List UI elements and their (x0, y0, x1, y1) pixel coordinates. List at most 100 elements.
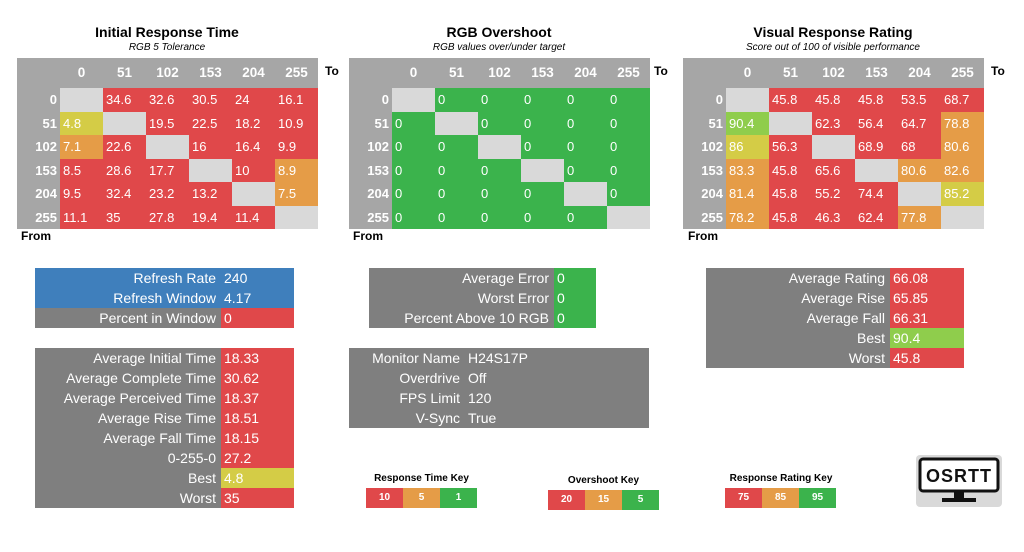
heatmap-cell: 45.8 (769, 158, 812, 182)
key-swatch: 95 (799, 488, 836, 508)
row-header: 153 (367, 162, 389, 178)
heatmap-cell: 11.4 (232, 205, 275, 229)
heatmap-cell (726, 88, 769, 112)
heatmap-cell: 68.7 (941, 88, 984, 112)
heatmap-cell: 0 (521, 205, 564, 229)
stat-value: 0 (221, 308, 294, 328)
stat-label: V-Sync (349, 408, 465, 428)
heatmap-cell: 32.6 (146, 88, 189, 112)
heatmap-cell: 0 (521, 182, 564, 206)
stat-label: Refresh Window (35, 288, 221, 308)
stat-value: 0 (554, 268, 596, 288)
corner-cell (683, 58, 726, 88)
stat-row: Worst Error 0 (369, 288, 596, 308)
stat-row: Refresh Window 4.17 (35, 288, 294, 308)
panel-subtitle-visual-rating: Score out of 100 of visible performance (746, 42, 920, 53)
stat-row: Average Perceived Time 18.37 (35, 388, 294, 408)
stat-label: Average Fall (706, 308, 890, 328)
heatmap-cell (564, 182, 607, 206)
heatmap-cell: 0 (435, 205, 478, 229)
heatmap-cell: 90.4 (726, 111, 769, 135)
row-header: 102 (701, 139, 723, 154)
column-header: 204 (908, 65, 931, 80)
stat-label: Percent in Window (35, 308, 221, 328)
stat-value: True (465, 408, 649, 428)
stat-row: Worst 35 (35, 488, 294, 508)
heatmap-cell: 45.8 (769, 88, 812, 112)
heatmap-cell: 0 (564, 111, 607, 135)
row-header: 255 (367, 209, 389, 225)
heatmap-cell: 45.8 (812, 88, 855, 112)
stat-row: Overdrive Off (349, 368, 649, 388)
initial-response-heatmap: 0 51 102 153 204 255 0 34.6 32.6 30.5 24 16.1 51 4.8 1… (17, 58, 318, 229)
panel-title-rgb-overshoot: RGB Overshoot (446, 24, 552, 40)
heatmap-cell: 30.5 (189, 88, 232, 112)
heatmap-cell: 34.6 (103, 88, 146, 112)
key-swatch: 85 (762, 488, 799, 508)
heatmap-cell (60, 88, 103, 112)
heatmap-cell: 35 (103, 205, 146, 229)
column-header: 51 (448, 65, 465, 80)
heatmap-cell: 0 (521, 88, 564, 112)
stat-value: 27.2 (221, 448, 294, 468)
visual-rating-heatmap: 0 51 102 153 204 255 0 45.8 45.8 45.8 53.5 68.7 51 90… (683, 58, 984, 229)
stat-row: Average Rise 65.85 (706, 288, 964, 308)
stat-row: FPS Limit 120 (349, 388, 649, 408)
key-swatch: 1 (440, 488, 477, 508)
key-swatch: 20 (548, 490, 585, 510)
stat-row: 0-255-0 27.2 (35, 448, 294, 468)
stat-row: Average Fall Time 18.15 (35, 428, 294, 448)
stat-value: 18.33 (221, 348, 294, 368)
heatmap-cell: 8.5 (60, 158, 103, 182)
heatmap-cell: 0 (392, 135, 435, 159)
response-rating-key-title: Response Rating Key (729, 473, 833, 484)
heatmap-cell: 9.5 (60, 182, 103, 206)
heatmap-cell: 0 (564, 205, 607, 229)
stat-label: Refresh Rate (35, 268, 221, 288)
rating-stats-table: Average Rating 66.08 Average Rise 65.85 Aver… (706, 268, 964, 368)
heatmap-cell (941, 205, 984, 229)
column-header: 0 (77, 65, 86, 80)
stat-label: Average Rating (706, 268, 890, 288)
response-rating-key: 75 85 95 (725, 488, 836, 508)
stat-value: 0 (554, 308, 596, 328)
heatmap-cell: 10 (232, 158, 275, 182)
overshoot-stats-table: Average Error 0 Worst Error 0 Percent Above … (369, 268, 596, 328)
corner-cell (349, 58, 392, 88)
column-header: 51 (116, 65, 133, 80)
timing-stats-table: Average Initial Time 18.33 Average Complet… (35, 348, 294, 508)
column-header: 51 (782, 65, 799, 80)
heatmap-cell: 82.6 (941, 158, 984, 182)
monitor-icon: OSRTT (918, 457, 1000, 502)
heatmap-cell: 24 (232, 88, 275, 112)
heatmap-cell: 62.4 (855, 205, 898, 229)
column-header: 102 (488, 65, 511, 80)
stat-label: Percent Above 10 RGB (369, 308, 554, 328)
row-header: 102 (35, 139, 57, 154)
monitor-info-table: Monitor Name H24S17P Overdrive Off FPS Limit… (349, 348, 649, 428)
osrtt-logo: OSRTT (916, 455, 1002, 507)
heatmap-cell: 64.7 (898, 111, 941, 135)
overshoot-key: 20 15 5 (548, 490, 659, 510)
heatmap-cell: 22.5 (189, 111, 232, 135)
heatmap-cell (275, 205, 318, 229)
stat-value: 30.62 (221, 368, 294, 388)
to-label: To (325, 64, 339, 78)
panel-title-initial-response: Initial Response Time (95, 24, 239, 40)
row-header: 0 (49, 92, 57, 107)
row-header: 51 (374, 115, 389, 131)
heatmap-cell (189, 158, 232, 182)
heatmap-cell: 65.6 (812, 158, 855, 182)
heatmap-cell (392, 88, 435, 112)
key-swatch: 10 (366, 488, 403, 508)
stat-label: Best (35, 468, 221, 488)
heatmap-cell: 45.8 (769, 182, 812, 206)
column-header: 204 (574, 65, 597, 80)
heatmap-cell (521, 158, 564, 182)
row-header: 153 (701, 162, 723, 178)
stat-label: Average Perceived Time (35, 388, 221, 408)
stat-row: Average Complete Time 30.62 (35, 368, 294, 388)
stat-value: 65.85 (890, 288, 964, 308)
row-header: 204 (35, 186, 57, 201)
column-header: 255 (285, 65, 308, 80)
